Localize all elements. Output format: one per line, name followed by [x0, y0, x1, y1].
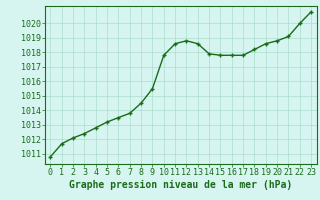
- X-axis label: Graphe pression niveau de la mer (hPa): Graphe pression niveau de la mer (hPa): [69, 180, 292, 190]
